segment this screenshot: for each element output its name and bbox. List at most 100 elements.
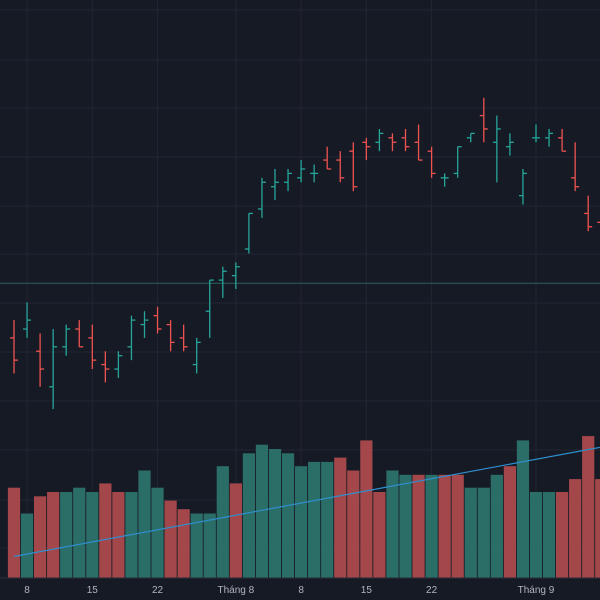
volume-bar [373,492,386,578]
volume-bar [321,461,334,578]
volume-bar [99,483,112,578]
volume-bar [569,479,582,578]
x-tick-label: 22 [152,585,164,596]
ohlc-bar [532,124,540,143]
x-tick-label: Tháng 8 [217,585,254,596]
ohlc-bar [49,329,58,410]
volume-bar [20,513,34,578]
ohlc-bar [414,124,423,161]
ohlc-bar [545,128,554,147]
ohlc-bar [271,168,279,201]
ohlc-bar [231,262,240,289]
ohlc-bar [597,221,600,223]
volume-bar [281,453,295,578]
ohlc-bar [205,279,214,338]
ohlc-bar [23,302,32,338]
ohlc-bar [153,306,162,334]
ohlc-bar [127,315,136,361]
ohlc-bar [284,168,293,192]
ohlc-bar [571,142,580,192]
x-axis: 8 15 22 Tháng 8 8 15 22 Tháng 9 [0,577,600,600]
ohlc-bar [166,320,175,352]
x-tick-label: Tháng 9 [518,585,555,596]
x-tick-label: 8 [298,585,304,596]
ohlc-bar [505,133,514,156]
ohlc-bars [10,97,600,410]
volume-bar [334,457,347,578]
volume-bar [347,470,360,578]
volume-bar [164,500,177,578]
volume-bar [464,487,477,578]
volume-bar [190,513,203,578]
ohlc-bar [375,128,384,152]
volume-bar [438,474,451,578]
ohlc-bar [388,133,397,152]
volume-bar [582,436,595,578]
volume-bar [477,487,490,578]
ohlc-bar [140,311,149,338]
volume-bar [73,487,86,578]
volume-bar [516,440,530,578]
volume-bar [34,496,47,578]
ohlc-bar [401,128,410,152]
ohlc-bar [362,137,371,161]
ohlc-bar [88,324,97,370]
ohlc-bar [36,333,45,387]
volume-bar [268,449,282,578]
volume-bar [86,492,99,578]
ohlc-bar [336,151,345,183]
volume-bar [386,470,399,578]
volume-bar [360,440,373,578]
ohlc-bar [179,324,188,352]
volume-bar [177,509,190,578]
volume-bar [112,492,125,578]
volume-bar [7,487,21,578]
ohlc-bar [297,160,306,183]
x-tick-label: 15 [87,585,99,596]
x-axis-strip [0,578,600,600]
ohlc-bar [323,146,332,170]
ohlc-bar [518,168,527,205]
ohlc-bar [192,337,201,374]
volume-bar [595,479,600,578]
x-tick-label: 8 [24,585,30,596]
ohlc-bar [466,132,475,143]
volume-bar [451,474,464,578]
x-tick-label: 15 [361,585,373,596]
volume-bar [60,492,73,578]
volume-bar [556,492,569,578]
volume-bar [138,470,151,578]
volume-bar [229,483,242,578]
volume-bar [151,487,164,578]
volume-bar [255,444,269,578]
volume-bar [503,466,516,578]
ohlc-bar [114,351,123,378]
volume-bar [203,513,216,578]
volume-bar [242,453,255,578]
ohlc-bar [427,146,436,178]
volume-bar [412,474,425,578]
ohlc-bar [453,146,462,178]
ohlc-bar [492,115,501,183]
ohlc-bar [310,164,319,183]
volume-bar [425,474,438,578]
ohlc-bar [218,266,227,298]
volume-bar [216,466,229,578]
ohlc-bar [584,195,593,232]
volume-trendline [13,446,600,558]
volume-bar [308,461,321,578]
ohlc-bar [558,128,567,152]
ohlc-bar [479,97,488,143]
ohlc-bar [440,173,449,187]
ohlc-bar [244,212,253,254]
volume-bar [542,492,556,578]
volume-bar [47,492,60,578]
volume-bar [529,492,543,578]
volume-bar [490,474,503,578]
volume-bar [399,474,412,578]
ohlc-bar [10,320,18,374]
ohlc-bar [349,142,358,192]
ohlc-bar [257,177,266,218]
x-tick-label: 22 [426,585,438,596]
